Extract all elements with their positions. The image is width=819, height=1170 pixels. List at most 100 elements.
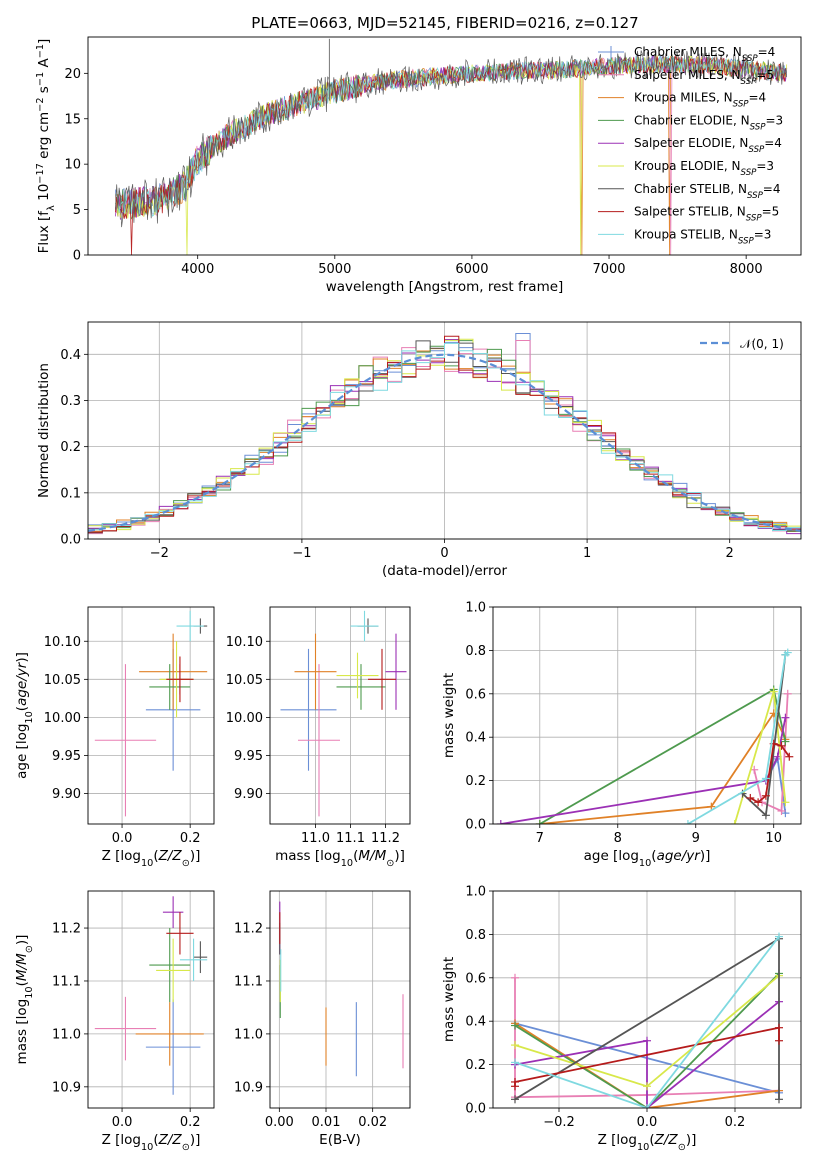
x-axis-label: wavelength [Angstrom, rest frame] xyxy=(326,279,564,295)
legend-entry: Kroupa ELODIE, NSSP=3 xyxy=(634,159,774,178)
x-axis-label: Z [log10(Z/Z⊙)] xyxy=(598,1132,697,1153)
figure-title: PLATE=0663, MJD=52145, FIBERID=0216, z=0… xyxy=(251,14,638,32)
x-tick-label: 0.0 xyxy=(637,1115,658,1130)
x-tick-label: 0.2 xyxy=(725,1115,746,1130)
y-tick-label: 10.10 xyxy=(226,635,263,650)
x-tick-label: 9 xyxy=(692,831,700,846)
spectrum-line xyxy=(115,55,788,255)
weight-line xyxy=(753,693,789,813)
y-tick-label: 0.8 xyxy=(465,644,486,659)
y-tick-label: 20 xyxy=(64,67,81,82)
x-tick-label: 0.2 xyxy=(180,1115,201,1130)
plot-frame xyxy=(269,606,411,825)
x-tick-label: 11.0 xyxy=(301,831,330,846)
x-tick-label: 2 xyxy=(726,546,734,561)
x-axis-label: Z [log10(Z/Z⊙)] xyxy=(102,848,201,869)
legend-entry: Chabrier ELODIE, NSSP=3 xyxy=(634,113,783,132)
x-tick-label: 8000 xyxy=(730,262,763,277)
weight-line xyxy=(539,688,787,824)
x-axis-label: mass [log10(M/M⊙)] xyxy=(275,848,405,869)
weight-line xyxy=(514,972,780,1108)
y-tick-label: 0.0 xyxy=(465,1102,486,1117)
y-tick-label: 0.4 xyxy=(465,731,486,746)
age-vs-Z-chart: 0.0 0.2 9.90 9.95 10.00 10.05 10.10 Z [log10(Z/… xyxy=(14,606,215,869)
y-axis-label: Normed distribution xyxy=(36,363,52,498)
spectrum-chart: 4000 5000 6000 7000 8000 0 5 10 15 20 wavelength [… xyxy=(35,36,802,295)
weight-line xyxy=(500,717,787,824)
mass-vs-ebv-chart: 0.00 0.01 0.02 10.9 11.0 11.1 11.2 E(B-V) xyxy=(234,890,411,1148)
x-tick-label: 11.2 xyxy=(371,831,400,846)
plot-frame xyxy=(269,890,411,1109)
histogram-series xyxy=(88,342,801,539)
age-vs-mass-chart: 11.0 11.1 11.2 9.90 9.95 10.00 10.05 10.10 mass … xyxy=(226,606,411,869)
weight-line xyxy=(514,1022,780,1108)
y-tick-label: 0.6 xyxy=(465,687,486,702)
y-axis-label: mass [log10(M/M⊙)] xyxy=(14,935,35,1065)
y-tick-label: 0.2 xyxy=(465,1058,486,1073)
residuals-chart: −2 −1 0 1 2 0.0 0.1 0.2 0.3 0.4 (data-model)/error… xyxy=(36,321,802,579)
x-tick-label: 0.01 xyxy=(312,1115,341,1130)
y-tick-label: 10.00 xyxy=(226,711,263,726)
y-tick-label: 0.4 xyxy=(60,348,81,363)
y-tick-label: 11.1 xyxy=(52,974,81,989)
x-tick-label: −0.2 xyxy=(543,1115,575,1130)
x-tick-label: 6000 xyxy=(455,262,488,277)
weight-line xyxy=(539,711,787,824)
y-tick-label: 9.95 xyxy=(52,749,81,764)
normal-curve xyxy=(88,353,801,532)
y-tick-label: 9.90 xyxy=(52,787,81,802)
y-tick-label: 0.8 xyxy=(465,928,486,943)
y-tick-label: 0.2 xyxy=(465,774,486,789)
weight-line xyxy=(514,936,780,1108)
x-tick-label: 0.02 xyxy=(358,1115,387,1130)
spectrum-line xyxy=(115,50,788,228)
plot-frame xyxy=(87,321,802,540)
plot-frame xyxy=(87,606,215,825)
weight-line xyxy=(749,742,791,804)
x-axis-label: Z [log10(Z/Z⊙)] xyxy=(102,1132,201,1153)
y-tick-label: 11.2 xyxy=(234,922,263,937)
y-tick-label: 0.3 xyxy=(60,394,81,409)
y-tick-label: 5 xyxy=(73,203,81,218)
y-tick-label: 1.0 xyxy=(465,601,486,616)
legend-entry: Kroupa STELIB, NSSP=3 xyxy=(634,227,771,246)
x-tick-label: 0.0 xyxy=(112,831,133,846)
x-tick-label: 0.0 xyxy=(112,1115,133,1130)
x-axis-label: E(B-V) xyxy=(319,1132,361,1148)
x-tick-label: 1 xyxy=(583,546,591,561)
mass-weight-vs-age-chart: 7 8 9 10 0.0 0.2 0.4 0.6 0.8 1.0 age [log10(age/yr… xyxy=(441,601,802,869)
x-tick-label: 7000 xyxy=(592,262,625,277)
plot-frame xyxy=(87,890,215,1109)
mass-vs-Z-chart: 0.0 0.2 10.9 11.0 11.1 11.2 Z [log10(Z/Z⊙)] mas… xyxy=(14,890,215,1153)
y-tick-label: 10.9 xyxy=(234,1080,263,1095)
weight-line xyxy=(514,1000,780,1108)
y-axis-label: age [log10(age/yr)] xyxy=(14,652,35,779)
spectrum-legend: Chabrier MILES, NSSP=4 Salpeter MILES, NS… xyxy=(598,45,783,246)
x-axis-label: age [log10(age/yr)] xyxy=(584,848,711,869)
y-tick-label: 10.05 xyxy=(44,673,81,688)
x-tick-label: 8 xyxy=(614,831,622,846)
legend-entry: Chabrier MILES, NSSP=4 xyxy=(634,45,775,64)
legend-entry: Salpeter ELODIE, NSSP=4 xyxy=(634,136,782,155)
x-tick-label: 10 xyxy=(765,831,782,846)
x-tick-label: 4000 xyxy=(181,262,214,277)
x-tick-label: 7 xyxy=(536,831,544,846)
y-tick-label: 1.0 xyxy=(465,885,486,900)
spectrum-line xyxy=(115,55,788,255)
y-tick-label: 0.0 xyxy=(60,533,81,548)
spectrum-line xyxy=(115,54,788,255)
x-tick-label: 0.2 xyxy=(180,831,201,846)
y-tick-label: 11.0 xyxy=(234,1027,263,1042)
weight-line xyxy=(514,977,780,1099)
y-tick-label: 11.0 xyxy=(52,1027,81,1042)
plot-frame xyxy=(492,606,802,825)
y-tick-label: 0.4 xyxy=(465,1015,486,1030)
y-tick-label: 15 xyxy=(64,112,81,127)
legend-entry: Kroupa MILES, NSSP=4 xyxy=(634,91,766,110)
y-axis-label: mass weight xyxy=(441,673,457,758)
legend-entry: 𝒩(0, 1) xyxy=(740,337,784,351)
plot-frame xyxy=(492,890,802,1109)
x-axis-label: (data-model)/error xyxy=(382,563,508,579)
